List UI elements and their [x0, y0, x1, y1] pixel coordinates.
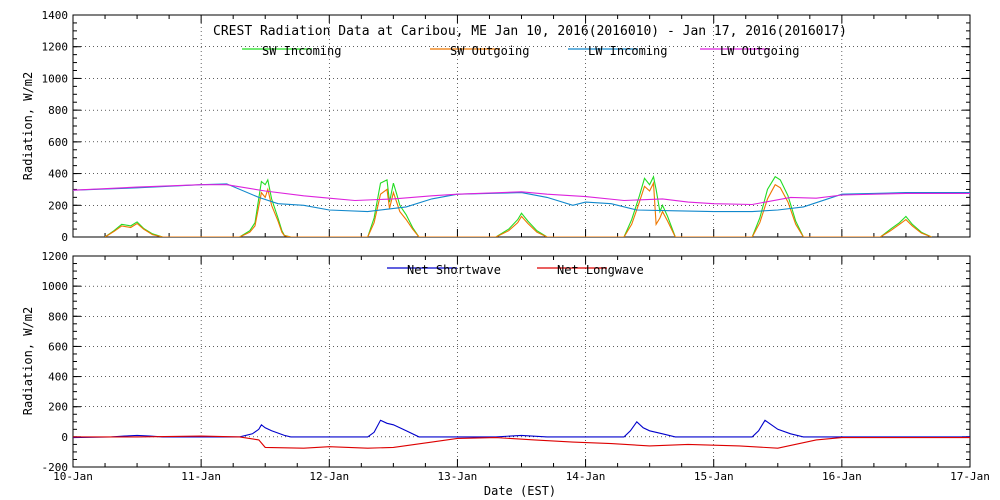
bottom-y-tick-label: 800 — [48, 310, 68, 323]
bottom-y-tick-label: 400 — [48, 371, 68, 384]
bottom-y-axis-title: Radiation, W/m2 — [21, 307, 35, 415]
top-y-tick-label: 800 — [48, 104, 68, 117]
x-tick-label: 16-Jan — [822, 470, 862, 483]
bottom-y-tick-label: 600 — [48, 340, 68, 353]
top-series-line-sw-incoming — [104, 175, 932, 237]
top-y-tick-label: 1200 — [42, 41, 69, 54]
bottom-y-tick-label: -200 — [42, 461, 69, 474]
x-tick-label: 14-Jan — [566, 470, 606, 483]
x-tick-label: 15-Jan — [694, 470, 734, 483]
bottom-y-tick-label: 1000 — [42, 280, 69, 293]
x-tick-label: 10-Jan — [53, 470, 93, 483]
top-legend-label: LW Incoming — [588, 44, 667, 58]
bottom-y-tick-label: 1200 — [42, 250, 69, 263]
top-y-tick-label: 1400 — [42, 9, 69, 22]
top-legend-label: SW Incoming — [262, 44, 341, 58]
bottom-legend-label: Net Shortwave — [407, 263, 501, 277]
bottom-y-tick-label: 200 — [48, 401, 68, 414]
top-series-line-sw-outgoing — [104, 181, 932, 237]
top-legend-label: SW Outgoing — [450, 44, 529, 58]
top-series-line-lw-incoming — [73, 183, 970, 213]
top-y-tick-label: 200 — [48, 199, 68, 212]
top-y-tick-label: 400 — [48, 168, 68, 181]
x-tick-label: 17-Jan — [950, 470, 990, 483]
top-series-line-lw-outgoing — [73, 184, 970, 206]
top-legend-label: LW Outgoing — [720, 44, 799, 58]
x-axis-title: Date (EST) — [484, 484, 556, 498]
bottom-series-line-net-shortwave — [73, 419, 970, 439]
x-tick-label: 13-Jan — [438, 470, 478, 483]
top-y-tick-label: 0 — [61, 231, 68, 244]
top-y-tick-label: 600 — [48, 136, 68, 149]
bottom-series-line-net-longwave — [73, 435, 970, 449]
chart-title: CREST Radiation Data at Caribou, ME Jan … — [213, 24, 847, 39]
top-y-axis-title: Radiation, W/m2 — [21, 72, 35, 180]
bottom-legend-label: Net Longwave — [557, 263, 644, 277]
x-tick-label: 12-Jan — [309, 470, 349, 483]
bottom-y-tick-label: 0 — [61, 431, 68, 444]
top-y-tick-label: 1000 — [42, 72, 69, 85]
bottom-panel: -200 0 200 400 600 800 1000 1200 10-Jan 11-Jan 12-… — [21, 250, 990, 483]
top-panel: 0 200 400 600 800 1000 1200 1400 Radiation, W/m2… — [21, 9, 971, 244]
x-tick-label: 11-Jan — [181, 470, 221, 483]
